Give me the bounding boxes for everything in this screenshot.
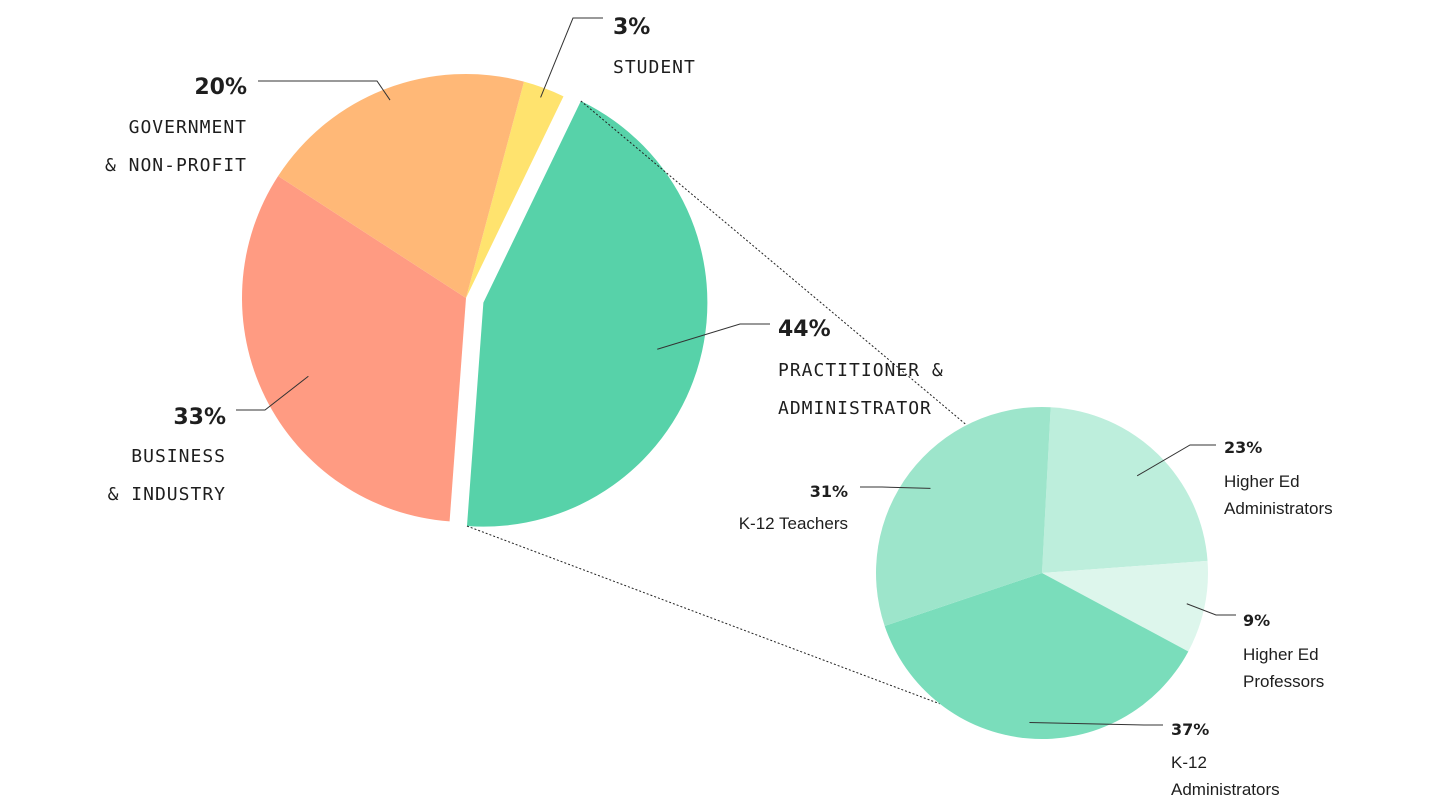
main-slice-44pct bbox=[466, 100, 708, 527]
sub-leader-line-1 bbox=[1186, 603, 1236, 616]
sub-leader-line-3 bbox=[860, 486, 931, 489]
main-category-label-1-0: PRACTITIONER & bbox=[778, 360, 944, 381]
breakdown-connector-lines bbox=[466, 100, 967, 705]
sub-category-label-2-0: K-12 bbox=[1171, 753, 1207, 772]
leader-lines bbox=[236, 17, 1236, 726]
sub-category-label-2-1: Administrators bbox=[1171, 780, 1280, 799]
main-category-label-3-0: GOVERNMENT bbox=[129, 117, 247, 138]
main-pct-label-3: 20% bbox=[194, 75, 247, 100]
main-leader-line-1 bbox=[657, 323, 770, 350]
breakdown-pie bbox=[875, 407, 1208, 740]
sub-category-label-3-0: K-12 Teachers bbox=[739, 514, 848, 533]
breakdown-slice-31pct bbox=[875, 407, 1051, 626]
sub-category-label-0-0: Higher Ed bbox=[1224, 472, 1300, 491]
sub-category-label-1-0: Higher Ed bbox=[1243, 645, 1319, 664]
main-category-label-3-1: & NON-PROFIT bbox=[105, 155, 247, 176]
sub-pct-label-0: 23% bbox=[1224, 438, 1262, 457]
main-pct-label-1: 44% bbox=[778, 317, 831, 342]
breakdown-slice-23pct bbox=[1042, 407, 1208, 573]
sub-pct-label-3: 31% bbox=[810, 482, 848, 501]
main-category-label-2-1: & INDUSTRY bbox=[108, 484, 226, 505]
main-category-label-2-0: BUSINESS bbox=[131, 446, 226, 467]
slice-labels: 3% STUDENT 44% PRACTITIONER & ADMINISTRATOR 3… bbox=[105, 15, 1333, 799]
sub-pct-label-1: 9% bbox=[1243, 611, 1270, 630]
main-slice-33pct bbox=[242, 176, 466, 522]
sub-pct-label-2: 37% bbox=[1171, 720, 1209, 739]
main-pct-label-0: 3% bbox=[613, 15, 650, 40]
main-leader-line-3 bbox=[258, 80, 391, 101]
main-pct-label-2: 33% bbox=[173, 405, 226, 430]
main-slice-20pct bbox=[278, 73, 524, 298]
main-leader-line-2 bbox=[236, 375, 309, 411]
breakdown-slice-37pct bbox=[884, 573, 1189, 740]
sub-category-label-0-1: Administrators bbox=[1224, 499, 1333, 518]
sub-category-label-1-1: Professors bbox=[1243, 672, 1324, 691]
sub-leader-line-0 bbox=[1136, 444, 1216, 477]
main-leader-line-0 bbox=[540, 17, 603, 98]
main-category-label-0-0: STUDENT bbox=[613, 57, 696, 78]
main-pie bbox=[242, 73, 708, 527]
connector-line-bottom bbox=[466, 525, 940, 705]
main-slice-3pct bbox=[466, 81, 564, 298]
main-category-label-1-1: ADMINISTRATOR bbox=[778, 398, 932, 419]
sub-leader-line-2 bbox=[1029, 721, 1163, 726]
breakdown-slice-9pct bbox=[1042, 560, 1208, 652]
